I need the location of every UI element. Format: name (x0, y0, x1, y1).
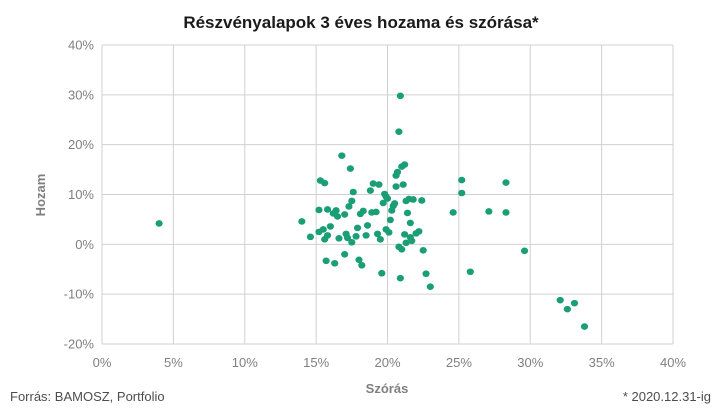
data-point (358, 261, 366, 269)
data-point (570, 299, 579, 307)
data-point (353, 224, 362, 232)
data-point (323, 232, 332, 239)
x-tick-label: 35% (589, 355, 615, 370)
x-axis-ticks: 0% 5% 10% 15% 20% 25% 30% 35% 40% (93, 355, 687, 370)
data-point (449, 209, 457, 216)
data-point (395, 128, 403, 136)
data-point (392, 183, 400, 190)
data-point (363, 222, 372, 229)
y-axis-ticks: -20% -10% 0% 10% 20% 30% 40% (64, 38, 95, 352)
data-point (373, 230, 382, 238)
data-point (399, 181, 407, 188)
data-point (343, 234, 352, 242)
data-point (341, 251, 349, 258)
data-point (401, 231, 409, 238)
data-point (408, 237, 416, 245)
data-point (331, 259, 339, 267)
data-point (345, 203, 353, 210)
chart-title: Részvényalapok 3 éves hozama és szórása* (183, 13, 539, 32)
data-point (406, 219, 414, 227)
y-tick-label: 10% (68, 187, 94, 202)
y-tick-label: -10% (64, 287, 95, 302)
x-tick-label: 40% (660, 355, 686, 370)
data-point (502, 209, 510, 216)
data-point (352, 233, 360, 240)
data-point (369, 180, 377, 187)
x-tick-label: 10% (232, 355, 258, 370)
data-point (563, 305, 571, 313)
data-point (338, 152, 346, 159)
data-point (379, 199, 387, 207)
data-point (323, 206, 332, 213)
data-point (398, 246, 406, 253)
data-point (386, 216, 394, 224)
data-point (376, 236, 384, 243)
data-point (155, 220, 163, 227)
data-point (419, 247, 427, 254)
data-point (333, 213, 342, 220)
y-tick-label: 20% (68, 137, 94, 152)
data-point (401, 161, 409, 168)
data-point (391, 200, 399, 207)
data-point (403, 209, 412, 217)
data-point (378, 269, 386, 277)
x-axis-title: Szórás (366, 381, 409, 396)
footnote: * 2020.12.31-ig (623, 389, 711, 404)
x-tick-label: 5% (164, 355, 183, 370)
y-axis-title: Hozam (33, 174, 48, 217)
data-point (415, 228, 423, 235)
data-point (372, 208, 380, 216)
data-point (396, 274, 404, 282)
data-point (375, 181, 383, 188)
data-point (385, 229, 393, 236)
data-point (422, 270, 430, 278)
data-point (346, 165, 354, 172)
data-point (366, 187, 374, 194)
data-point (418, 197, 426, 204)
data-point (520, 247, 529, 255)
data-point (321, 179, 329, 187)
y-tick-label: 30% (68, 87, 94, 102)
data-point (335, 235, 343, 242)
data-point (349, 188, 357, 196)
data-point (319, 226, 327, 233)
data-point (402, 239, 410, 247)
data-point (348, 239, 356, 246)
data-point (502, 179, 510, 186)
data-point (466, 268, 474, 276)
x-tick-label: 25% (446, 355, 472, 370)
data-point (341, 211, 349, 218)
data-point (332, 207, 340, 214)
data-point (396, 92, 404, 100)
y-tick-label: 40% (68, 38, 94, 53)
data-point (556, 296, 564, 304)
data-point (485, 208, 493, 215)
data-points (155, 92, 589, 330)
x-tick-label: 30% (517, 355, 543, 370)
data-point (458, 176, 466, 184)
y-tick-label: -20% (64, 337, 95, 352)
data-point (362, 232, 370, 239)
x-tick-label: 20% (374, 355, 400, 370)
data-point (458, 189, 466, 197)
data-point (359, 207, 367, 215)
data-point (306, 233, 315, 241)
data-point (348, 197, 356, 205)
data-point (426, 283, 434, 290)
source-note: Forrás: BAMOSZ, Portfolio (10, 389, 165, 404)
data-point (392, 172, 400, 179)
data-point (580, 323, 589, 330)
data-point (315, 206, 323, 214)
y-tick-label: 0% (75, 237, 94, 252)
x-tick-label: 15% (303, 355, 329, 370)
x-tick-label: 0% (93, 355, 112, 370)
data-point (298, 218, 306, 225)
data-point (322, 257, 330, 265)
data-point (383, 195, 392, 202)
data-point (409, 196, 417, 203)
data-point (326, 223, 334, 230)
data-point (355, 256, 363, 264)
